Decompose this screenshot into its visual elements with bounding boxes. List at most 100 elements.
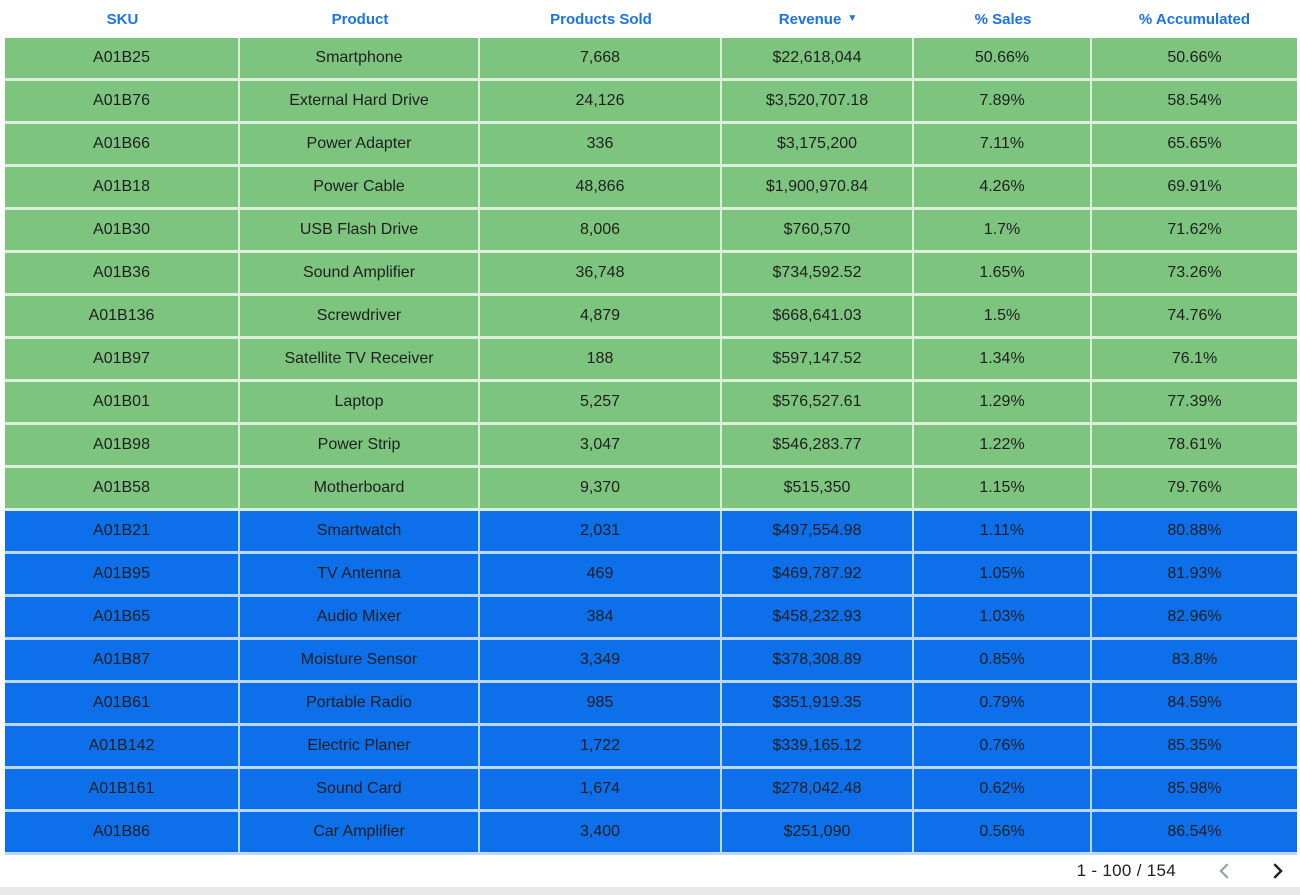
cell-revenue: $339,165.12 <box>722 726 914 769</box>
table-row: A01B87 Moisture Sensor 3,349 $378,308.89 0.8… <box>5 640 1297 683</box>
cell-product: Laptop <box>240 382 480 425</box>
cell-revenue: $668,641.03 <box>722 296 914 339</box>
cell-products_sold: 985 <box>480 683 722 726</box>
cell-sku: A01B25 <box>5 38 240 81</box>
cell-sku: A01B95 <box>5 554 240 597</box>
cell-pct_accumulated: 74.76% <box>1092 296 1297 339</box>
cell-revenue: $458,232.93 <box>722 597 914 640</box>
cell-product: Moisture Sensor <box>240 640 480 683</box>
cell-pct_sales: 0.79% <box>914 683 1092 726</box>
column-header-product[interactable]: Product <box>240 0 480 38</box>
sort-desc-icon: ▼ <box>847 13 858 24</box>
cell-sku: A01B86 <box>5 812 240 855</box>
pagination-bar: 1 - 100 / 154 <box>0 855 1300 887</box>
table-row: A01B86 Car Amplifier 3,400 $251,090 0.56% 86.… <box>5 812 1297 855</box>
column-header-label: % Accumulated <box>1138 10 1251 28</box>
cell-pct_sales: 1.11% <box>914 511 1092 554</box>
cell-revenue: $469,787.92 <box>722 554 914 597</box>
cell-pct_accumulated: 65.65% <box>1092 124 1297 167</box>
chevron-left-icon <box>1219 863 1229 879</box>
cell-pct_accumulated: 76.1% <box>1092 339 1297 382</box>
column-header-pct_sales[interactable]: % Sales <box>914 0 1092 38</box>
cell-products_sold: 188 <box>480 339 722 382</box>
column-header-sku[interactable]: SKU <box>5 0 240 38</box>
table-row: A01B30 USB Flash Drive 8,006 $760,570 1.7% 71… <box>5 210 1297 253</box>
cell-product: Portable Radio <box>240 683 480 726</box>
cell-products_sold: 2,031 <box>480 511 722 554</box>
cell-sku: A01B76 <box>5 81 240 124</box>
cell-sku: A01B97 <box>5 339 240 382</box>
cell-products_sold: 24,126 <box>480 81 722 124</box>
cell-products_sold: 3,047 <box>480 425 722 468</box>
cell-product: Motherboard <box>240 468 480 511</box>
cell-revenue: $378,308.89 <box>722 640 914 683</box>
cell-sku: A01B58 <box>5 468 240 511</box>
cell-revenue: $351,919.35 <box>722 683 914 726</box>
cell-products_sold: 3,349 <box>480 640 722 683</box>
cell-revenue: $3,175,200 <box>722 124 914 167</box>
cell-product: TV Antenna <box>240 554 480 597</box>
cell-pct_accumulated: 82.96% <box>1092 597 1297 640</box>
cell-product: Screwdriver <box>240 296 480 339</box>
cell-sku: A01B18 <box>5 167 240 210</box>
cell-sku: A01B136 <box>5 296 240 339</box>
pagination-next-button[interactable] <box>1264 858 1290 884</box>
cell-sku: A01B01 <box>5 382 240 425</box>
cell-product: Audio Mixer <box>240 597 480 640</box>
cell-products_sold: 4,879 <box>480 296 722 339</box>
bottom-strip <box>0 887 1300 895</box>
cell-sku: A01B142 <box>5 726 240 769</box>
cell-pct_sales: 0.85% <box>914 640 1092 683</box>
table-row: A01B65 Audio Mixer 384 $458,232.93 1.03% 82.9… <box>5 597 1297 640</box>
table-row: A01B21 Smartwatch 2,031 $497,554.98 1.11% 80.… <box>5 511 1297 554</box>
cell-sku: A01B65 <box>5 597 240 640</box>
table-row: A01B76 External Hard Drive 24,126 $3,520,70… <box>5 81 1297 124</box>
cell-pct_sales: 1.15% <box>914 468 1092 511</box>
column-header-products_sold[interactable]: Products Sold <box>480 0 722 38</box>
cell-pct_sales: 1.7% <box>914 210 1092 253</box>
table-row: A01B61 Portable Radio 985 $351,919.35 0.79% 8… <box>5 683 1297 726</box>
cell-product: Power Cable <box>240 167 480 210</box>
cell-revenue: $1,900,970.84 <box>722 167 914 210</box>
cell-product: Smartphone <box>240 38 480 81</box>
column-header-pct_accumulated[interactable]: % Accumulated <box>1092 0 1297 38</box>
cell-products_sold: 5,257 <box>480 382 722 425</box>
cell-sku: A01B61 <box>5 683 240 726</box>
cell-pct_accumulated: 50.66% <box>1092 38 1297 81</box>
cell-product: External Hard Drive <box>240 81 480 124</box>
pagination-range-label: 1 - 100 / 154 <box>1076 861 1176 880</box>
cell-pct_sales: 1.05% <box>914 554 1092 597</box>
column-header-label: Revenue <box>778 10 842 28</box>
column-header-label: Products Sold <box>550 10 652 28</box>
cell-products_sold: 1,722 <box>480 726 722 769</box>
cell-pct_accumulated: 77.39% <box>1092 382 1297 425</box>
cell-pct_sales: 4.26% <box>914 167 1092 210</box>
cell-products_sold: 9,370 <box>480 468 722 511</box>
cell-sku: A01B30 <box>5 210 240 253</box>
cell-products_sold: 336 <box>480 124 722 167</box>
cell-products_sold: 48,866 <box>480 167 722 210</box>
table-header-row: SKU Product Products Sold Revenue ▼ % Sales % … <box>5 0 1297 38</box>
cell-pct_sales: 1.22% <box>914 425 1092 468</box>
cell-product: Smartwatch <box>240 511 480 554</box>
cell-revenue: $3,520,707.18 <box>722 81 914 124</box>
cell-sku: A01B87 <box>5 640 240 683</box>
cell-pct_sales: 1.65% <box>914 253 1092 296</box>
cell-products_sold: 36,748 <box>480 253 722 296</box>
pagination-prev-button[interactable] <box>1212 858 1238 884</box>
cell-product: Sound Card <box>240 769 480 812</box>
cell-revenue: $546,283.77 <box>722 425 914 468</box>
table-row: A01B18 Power Cable 48,866 $1,900,970.84 4.26… <box>5 167 1297 210</box>
cell-pct_sales: 1.29% <box>914 382 1092 425</box>
column-header-label: Product <box>331 10 389 28</box>
cell-sku: A01B21 <box>5 511 240 554</box>
table-row: A01B01 Laptop 5,257 $576,527.61 1.29% 77.39% <box>5 382 1297 425</box>
table-body: A01B25 Smartphone 7,668 $22,618,044 50.66% 50… <box>5 38 1297 855</box>
cell-product: Power Strip <box>240 425 480 468</box>
table-row: A01B98 Power Strip 3,047 $546,283.77 1.22% 78… <box>5 425 1297 468</box>
cell-pct_sales: 0.76% <box>914 726 1092 769</box>
cell-revenue: $278,042.48 <box>722 769 914 812</box>
cell-pct_sales: 7.89% <box>914 81 1092 124</box>
column-header-revenue[interactable]: Revenue ▼ <box>722 0 914 38</box>
cell-pct_accumulated: 84.59% <box>1092 683 1297 726</box>
